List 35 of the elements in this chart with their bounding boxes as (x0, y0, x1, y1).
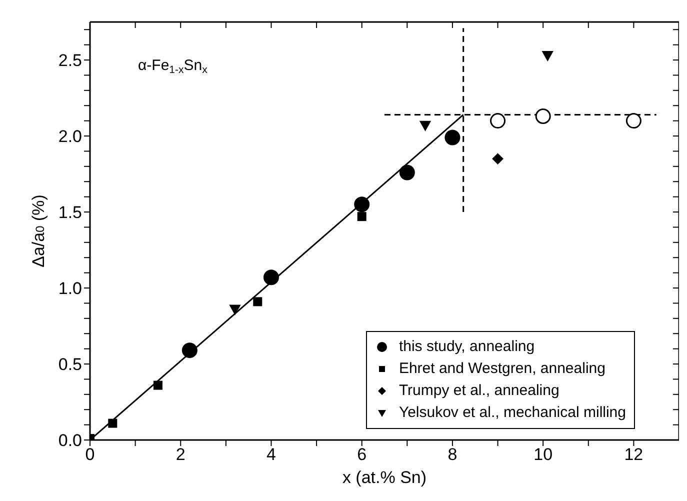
point (182, 342, 198, 358)
point (354, 196, 370, 212)
point (535, 108, 551, 124)
y-tick-label: 1.5 (58, 203, 82, 222)
x-tick-label: 12 (624, 445, 644, 464)
y-tick-label: 0.5 (58, 355, 82, 374)
x-tick-label: 2 (176, 445, 186, 464)
point (490, 113, 506, 129)
point (492, 153, 504, 164)
point (420, 120, 431, 131)
x-tick-label: 4 (266, 445, 276, 464)
x-tick-label: 6 (357, 445, 367, 464)
point (229, 304, 240, 315)
legend-label: this study, annealing (398, 338, 535, 355)
x-tick-label: 8 (448, 445, 458, 464)
y-tick-label: 1.0 (58, 279, 82, 298)
x-tick-label: 10 (534, 445, 553, 464)
x-tick-label: 0 (85, 445, 95, 464)
point (399, 164, 415, 180)
point (357, 212, 366, 222)
point (108, 418, 118, 428)
point (444, 130, 460, 146)
point (626, 113, 642, 129)
annotation: α-Fe$_{1-x}$Sn$_{x}$ (138, 57, 208, 76)
legend-label: Yelsukov et al., mechanical milling (398, 404, 626, 421)
x-axis-title: x (at.% Sn) (342, 468, 427, 487)
legend-label: Ehret and Westgren, annealing (398, 360, 606, 377)
y-tick-label: 2.5 (58, 51, 82, 70)
y-tick-label: 2.0 (58, 127, 82, 146)
y-tick-label: 0.0 (58, 431, 82, 450)
point (542, 50, 554, 61)
point (153, 380, 162, 390)
legend-label: Trumpy et al., annealing (398, 382, 560, 399)
point (253, 297, 262, 306)
point (263, 270, 279, 286)
